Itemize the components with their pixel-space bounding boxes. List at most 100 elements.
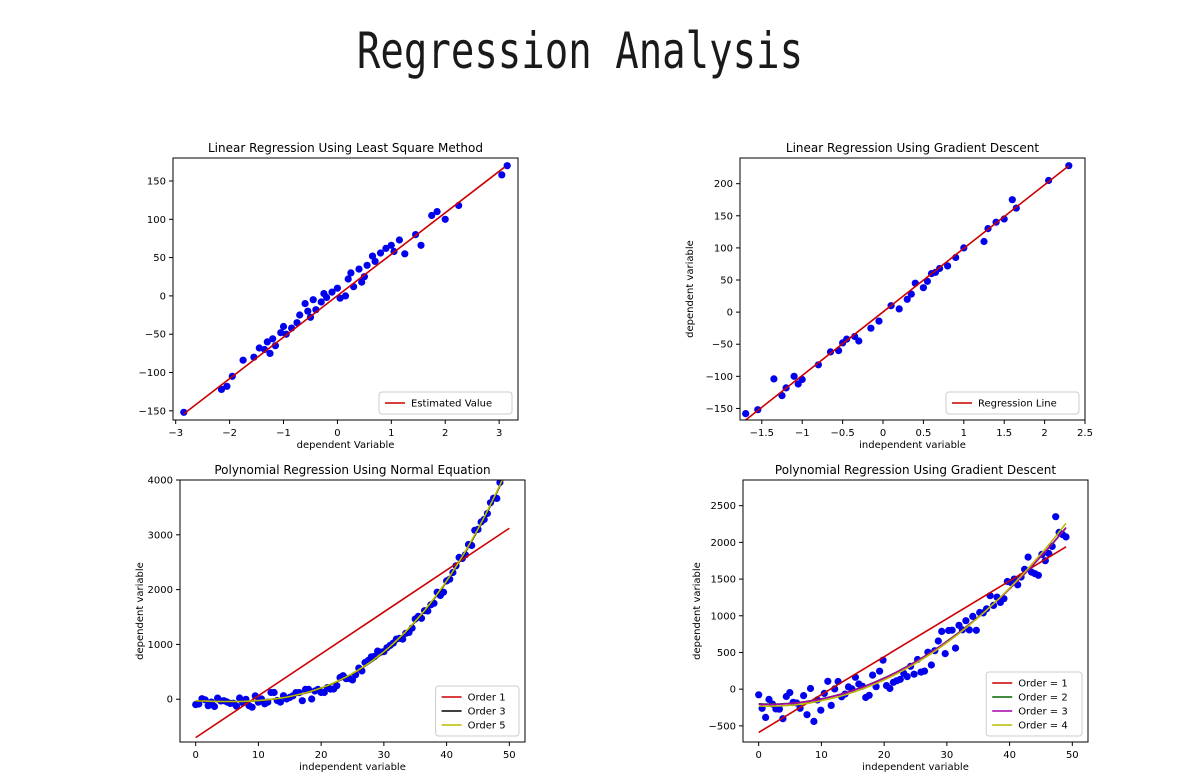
data-point <box>806 684 815 693</box>
y-tick-label: 1500 <box>711 575 736 586</box>
x-tick-label: 10 <box>252 750 265 761</box>
data-point <box>401 250 409 258</box>
legend-label: Order = 3 <box>1018 707 1068 718</box>
plot-frame <box>179 479 526 743</box>
x-tick-label: 1.5 <box>996 428 1012 439</box>
y-tick-label: 1000 <box>711 611 736 622</box>
legend: Order 1 Order 3 Order 5 <box>435 685 520 737</box>
data-point <box>980 237 988 246</box>
data-point <box>938 627 946 636</box>
y-tick-label: 1000 <box>148 640 173 651</box>
data-point <box>920 667 929 675</box>
data-point <box>876 667 884 675</box>
y-tick-label: 3000 <box>148 530 173 541</box>
plot-frame <box>742 479 1089 743</box>
legend-box <box>985 671 1083 737</box>
y-axis-label: dependent variable <box>685 240 696 338</box>
data-point <box>972 626 980 634</box>
x-tick-label: 30 <box>940 750 953 761</box>
data-point <box>376 249 385 257</box>
data-point <box>347 269 355 277</box>
x-axis-label: independent variable <box>859 440 966 451</box>
legend-label: Order = 2 <box>1018 693 1068 704</box>
data-point <box>276 698 284 706</box>
data-point <box>989 601 998 610</box>
x-tick-label: 2 <box>1041 428 1047 439</box>
legend: Estimated Value <box>378 391 513 415</box>
x-tick-label: 20 <box>878 750 891 761</box>
data-point <box>441 215 449 223</box>
plot-area <box>192 480 510 739</box>
data-point <box>317 298 325 306</box>
legend: Regression Line <box>945 391 1080 415</box>
data-point <box>360 273 368 281</box>
y-tick-label: 100 <box>147 215 166 226</box>
y-tick-label: 150 <box>147 176 166 187</box>
x-tick-label: −1 <box>276 428 291 439</box>
legend-box <box>378 391 513 415</box>
data-point <box>923 277 932 285</box>
data-point <box>790 372 798 380</box>
data-point <box>927 661 936 669</box>
data-point <box>867 324 875 332</box>
data-point <box>269 335 277 343</box>
series-line-regression-line <box>745 165 1070 420</box>
data-point <box>824 677 832 685</box>
y-tick-label: 2500 <box>711 501 736 512</box>
data-point <box>1008 196 1016 204</box>
x-tick-label: 50 <box>1066 750 1079 761</box>
y-axis-label: dependent variable <box>692 562 703 660</box>
x-tick-label: −0.5 <box>830 428 854 439</box>
data-point <box>770 375 778 383</box>
y-tick-label: −100 <box>139 368 166 379</box>
x-tick-label: −2 <box>222 428 237 439</box>
data-point <box>266 349 274 357</box>
legend-label: Order 3 <box>468 707 506 718</box>
y-tick-label: 0 <box>160 291 166 302</box>
data-point <box>910 670 918 678</box>
plot-area <box>180 162 511 416</box>
data-point <box>309 296 317 304</box>
y-tick-label: 500 <box>717 648 736 659</box>
data-point <box>355 265 363 273</box>
data-point <box>263 338 271 346</box>
data-point <box>944 262 952 270</box>
plot-area <box>742 162 1073 420</box>
data-point <box>907 290 915 298</box>
series-line-order-1 <box>195 527 510 739</box>
x-axis-label: dependent Variable <box>297 440 395 451</box>
data-point <box>323 293 331 301</box>
series-line-estimated-value <box>183 166 506 415</box>
data-point <box>919 284 928 292</box>
x-tick-label: 0 <box>880 428 886 439</box>
data-point <box>762 713 770 722</box>
data-point <box>341 292 350 300</box>
legend-label: Order = 4 <box>1018 721 1068 732</box>
x-tick-label: 0 <box>334 428 340 439</box>
x-tick-label: 0 <box>755 750 761 761</box>
x-tick-label: 40 <box>440 750 453 761</box>
data-point <box>827 701 835 710</box>
plot-area <box>755 513 1070 734</box>
y-tick-label: 0 <box>727 308 733 319</box>
data-point <box>298 697 306 705</box>
legend-label: Order = 1 <box>1018 679 1068 690</box>
y-tick-label: 0 <box>167 695 173 706</box>
data-point <box>277 329 285 337</box>
data-point <box>503 162 511 170</box>
data-point <box>803 711 811 719</box>
x-tick-label: 1 <box>388 428 394 439</box>
x-tick-label: 3 <box>496 428 502 439</box>
x-tick-label: 30 <box>377 750 390 761</box>
data-point <box>217 385 226 393</box>
data-point <box>279 322 288 331</box>
data-point <box>308 695 316 703</box>
series-curve-order-5 <box>195 480 504 703</box>
plot-frame <box>172 157 519 421</box>
data-point <box>239 356 247 364</box>
data-point <box>371 257 379 265</box>
data-point <box>333 682 341 690</box>
